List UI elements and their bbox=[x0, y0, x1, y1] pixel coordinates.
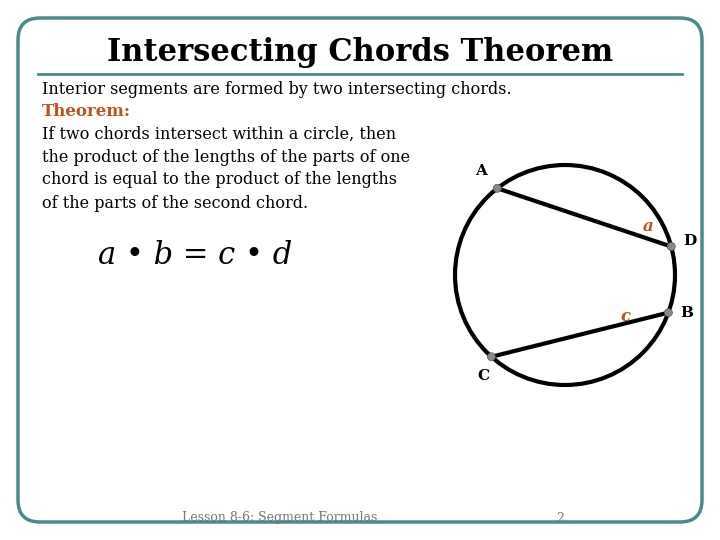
Text: Interior segments are formed by two intersecting chords.: Interior segments are formed by two inte… bbox=[42, 82, 512, 98]
Text: If two chords intersect within a circle, then: If two chords intersect within a circle,… bbox=[42, 125, 396, 143]
Text: Lesson 8-6: Segment Formulas: Lesson 8-6: Segment Formulas bbox=[182, 511, 378, 524]
Text: a • b = c • d: a • b = c • d bbox=[98, 240, 292, 271]
Text: 2: 2 bbox=[556, 511, 564, 524]
Text: c: c bbox=[620, 308, 631, 325]
Text: chord is equal to the product of the lengths: chord is equal to the product of the len… bbox=[42, 172, 397, 188]
Text: Intersecting Chords Theorem: Intersecting Chords Theorem bbox=[107, 37, 613, 68]
Circle shape bbox=[667, 242, 675, 251]
Text: A: A bbox=[475, 164, 487, 178]
Text: C: C bbox=[477, 369, 490, 383]
Circle shape bbox=[665, 309, 672, 316]
Text: of the parts of the second chord.: of the parts of the second chord. bbox=[42, 194, 308, 212]
Text: Theorem:: Theorem: bbox=[42, 104, 131, 120]
Circle shape bbox=[493, 184, 501, 192]
Text: the product of the lengths of the parts of one: the product of the lengths of the parts … bbox=[42, 148, 410, 165]
Text: a: a bbox=[643, 218, 654, 235]
Circle shape bbox=[487, 353, 495, 361]
Text: B: B bbox=[680, 306, 693, 320]
Text: D: D bbox=[683, 233, 696, 247]
FancyBboxPatch shape bbox=[18, 18, 702, 522]
